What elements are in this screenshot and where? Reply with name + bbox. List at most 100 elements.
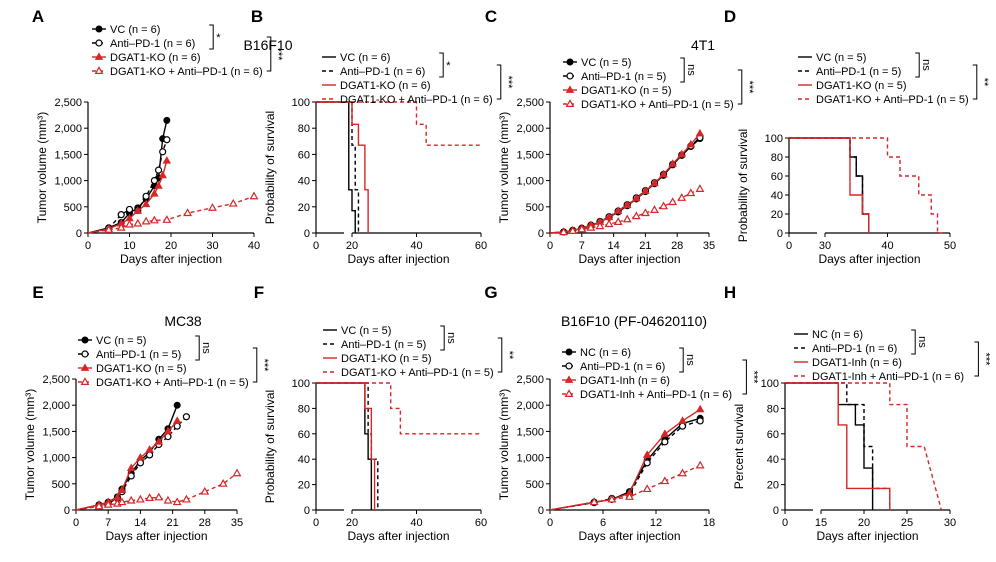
x-tick-label: 0 bbox=[313, 517, 319, 529]
y-tick-label: 500 bbox=[52, 479, 70, 491]
legend-marker bbox=[95, 25, 103, 33]
y-tick-label: 1,500 bbox=[42, 426, 70, 438]
y-tick-label: 0 bbox=[304, 505, 310, 517]
data-point bbox=[677, 149, 687, 158]
x-tick-label: 28 bbox=[199, 517, 211, 529]
y-tick-label: 1,500 bbox=[516, 149, 544, 161]
y-axis-label: Tumor volume (mm³) bbox=[35, 112, 49, 224]
legend-entry: DGAT1-Inh (n = 6) bbox=[812, 357, 902, 369]
sig-bracket bbox=[742, 359, 747, 395]
legend-entry: Anti–PD-1 (n = 6) bbox=[110, 38, 195, 50]
y-tick-label: 2,000 bbox=[42, 400, 70, 412]
sig-bracket bbox=[972, 64, 978, 100]
data-point bbox=[695, 128, 705, 137]
x-axis-label: Days after injection bbox=[347, 529, 449, 543]
x-tick-label: 14 bbox=[134, 517, 146, 529]
sig-label: *** bbox=[502, 76, 514, 90]
y-tick-label: 0 bbox=[773, 505, 779, 517]
x-tick-label: 60 bbox=[475, 517, 487, 529]
legend-entry: Anti–PD-1 (n = 6) bbox=[580, 361, 665, 373]
x-tick-label: 10 bbox=[123, 240, 135, 252]
series-line-3 bbox=[785, 382, 891, 510]
series-line-1 bbox=[549, 417, 701, 511]
y-tick-label: 60 bbox=[298, 429, 310, 441]
sig-bracket bbox=[915, 52, 920, 78]
y-tick-label: 0 bbox=[777, 228, 783, 240]
series-line-1 bbox=[316, 101, 356, 233]
y-tick-label: 2,500 bbox=[54, 97, 82, 109]
data-point bbox=[249, 191, 259, 200]
x-tick-label: 15 bbox=[815, 517, 827, 529]
panel-a: A 0 500 1,000 1,500 2,000 2,500 0 10 20 30 40 Days a… bbox=[32, 7, 284, 266]
legend-marker bbox=[80, 377, 90, 385]
panel-letter: D bbox=[724, 7, 736, 26]
data-point bbox=[159, 148, 167, 156]
data-point bbox=[125, 205, 134, 214]
data-point bbox=[154, 437, 164, 445]
panel-letter: B bbox=[251, 7, 263, 26]
y-tick-label: 2,500 bbox=[516, 374, 544, 386]
panel-title: B16F10 bbox=[243, 37, 292, 53]
panel-title: B16F10 (PF-04620110) bbox=[561, 313, 707, 329]
data-point bbox=[695, 460, 705, 469]
y-tick-label: 40 bbox=[771, 190, 783, 202]
series-line-2 bbox=[87, 139, 168, 234]
data-point bbox=[141, 216, 151, 225]
x-tick-label: 50 bbox=[944, 240, 956, 252]
sig-label: ** bbox=[503, 351, 515, 360]
series-line-3 bbox=[549, 408, 701, 511]
data-point bbox=[172, 416, 182, 424]
sig-label: *** bbox=[747, 371, 759, 385]
data-point bbox=[94, 501, 104, 510]
y-tick-label: 500 bbox=[526, 479, 544, 491]
x-tick-label: 40 bbox=[881, 240, 893, 252]
series-line-1 bbox=[316, 382, 373, 510]
legend-entry: VC (n = 5) bbox=[581, 57, 631, 69]
data-point bbox=[103, 499, 113, 508]
series-line-3 bbox=[316, 101, 369, 233]
panel-title: 4T1 bbox=[691, 37, 715, 53]
sig-bracket bbox=[911, 329, 916, 355]
legend-entry: DGAT1-KO + Anti–PD-1 (n = 6) bbox=[340, 94, 493, 106]
panel-letter: E bbox=[32, 283, 43, 302]
sig-bracket bbox=[496, 64, 502, 100]
x-tick-label: 40 bbox=[248, 240, 260, 252]
sig-label: *** bbox=[979, 353, 991, 367]
y-axis-label: Probability of survival bbox=[736, 129, 750, 242]
data-point bbox=[568, 226, 578, 234]
x-axis-label: Days after injection bbox=[578, 529, 680, 543]
legend-marker bbox=[565, 348, 573, 356]
series-line-3 bbox=[87, 160, 168, 234]
legend-marker bbox=[81, 336, 89, 344]
series-line-4 bbox=[549, 464, 701, 511]
sig-bracket bbox=[195, 335, 200, 361]
y-tick-label: 80 bbox=[298, 403, 310, 415]
x-tick-label: 30 bbox=[944, 517, 956, 529]
x-tick-label: 18 bbox=[703, 517, 715, 529]
legend-entry: DGAT1-KO (n = 6) bbox=[110, 52, 201, 64]
data-point bbox=[640, 208, 650, 217]
data-point bbox=[668, 159, 677, 167]
sig-label: ns bbox=[685, 64, 697, 76]
series-line-4 bbox=[785, 382, 943, 511]
data-point bbox=[183, 208, 193, 217]
legend-entry: DGAT1-KO (n = 5) bbox=[341, 353, 432, 365]
y-tick-label: 2,000 bbox=[54, 123, 82, 135]
y-tick-label: 2,500 bbox=[516, 97, 544, 109]
legend-entry: VC (n = 5) bbox=[816, 52, 866, 64]
legend-marker bbox=[564, 389, 574, 397]
data-point bbox=[631, 211, 641, 220]
data-point bbox=[660, 476, 670, 485]
y-tick-label: 0 bbox=[538, 505, 544, 517]
legend-entry: DGAT1-KO + Anti–PD-1 (n = 5) bbox=[816, 94, 969, 106]
series-line-2 bbox=[785, 382, 891, 510]
panel-title: MC38 bbox=[164, 313, 202, 329]
y-tick-label: 0 bbox=[538, 228, 544, 240]
x-tick-label: 7 bbox=[579, 240, 585, 252]
data-point bbox=[173, 401, 181, 409]
data-point bbox=[104, 225, 114, 233]
panel-b: B B16F10 0 20 40 60 80 100 0 20 40 60 Days after inj… bbox=[243, 7, 513, 266]
sig-bracket bbox=[737, 69, 743, 105]
data-point bbox=[182, 413, 190, 421]
legend-entry: DGAT1-KO (n = 6) bbox=[340, 80, 431, 92]
